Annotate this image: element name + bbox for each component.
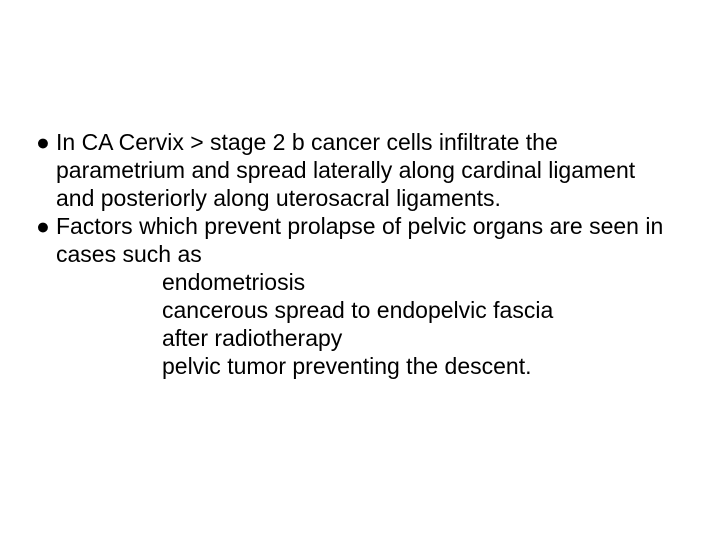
- bullet-text: In CA Cervix > stage 2 b cancer cells in…: [56, 128, 668, 212]
- sub-item-2: cancerous spread to endopelvic fascia: [162, 296, 668, 324]
- bullet-item-2: ● Factors which prevent prolapse of pelv…: [32, 212, 668, 268]
- sub-item-4: pelvic tumor preventing the descent.: [162, 352, 668, 380]
- bullet-marker: ●: [32, 212, 56, 268]
- sub-item-1: endometriosis: [162, 268, 668, 296]
- bullet-marker: ●: [32, 128, 56, 212]
- bullet-text: Factors which prevent prolapse of pelvic…: [56, 212, 668, 268]
- slide-content: ● In CA Cervix > stage 2 b cancer cells …: [32, 128, 668, 380]
- bullet-item-1: ● In CA Cervix > stage 2 b cancer cells …: [32, 128, 668, 212]
- sub-item-3: after radiotherapy: [162, 324, 668, 352]
